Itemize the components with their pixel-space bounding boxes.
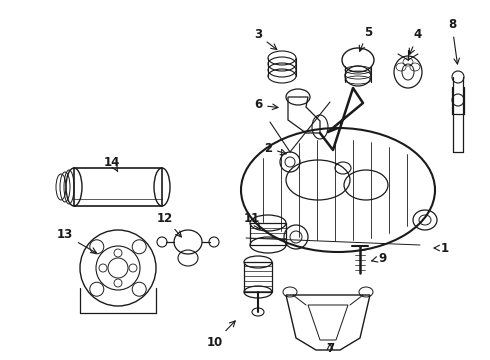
Text: 7: 7 (326, 342, 334, 355)
Text: 3: 3 (254, 28, 277, 50)
Bar (244, 262, 272, 292)
Text: 11: 11 (244, 211, 260, 230)
Text: 1: 1 (434, 242, 449, 255)
Text: 13: 13 (57, 229, 97, 253)
Bar (74, 168, 162, 206)
Text: 10: 10 (207, 321, 235, 348)
Text: 6: 6 (254, 99, 278, 112)
Text: 2: 2 (264, 141, 286, 155)
Text: 9: 9 (372, 252, 386, 265)
Text: 12: 12 (157, 211, 181, 237)
Text: 8: 8 (448, 18, 460, 64)
Text: 5: 5 (359, 26, 372, 51)
Text: 4: 4 (409, 28, 422, 54)
Text: 14: 14 (104, 156, 120, 171)
Bar (250, 223, 286, 245)
